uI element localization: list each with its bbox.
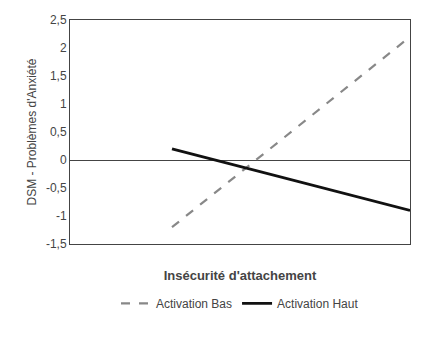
svg-text:0: 0 [60, 153, 67, 167]
svg-text:2: 2 [60, 41, 67, 55]
svg-text:-1: -1 [56, 209, 67, 223]
svg-text:0,5: 0,5 [50, 125, 67, 139]
svg-text:Insécurité d'attachement: Insécurité d'attachement [164, 268, 317, 283]
svg-text:Activation Haut: Activation Haut [277, 297, 358, 311]
svg-text:DSM - Problèmes d'Anxiété: DSM - Problèmes d'Anxiété [25, 58, 39, 205]
svg-text:Activation Bas: Activation Bas [156, 297, 232, 311]
svg-text:-0,5: -0,5 [46, 181, 67, 195]
svg-text:1,5: 1,5 [50, 69, 67, 83]
svg-text:2,5: 2,5 [50, 13, 67, 27]
svg-text:1: 1 [60, 97, 67, 111]
svg-text:-1,5: -1,5 [46, 237, 67, 251]
